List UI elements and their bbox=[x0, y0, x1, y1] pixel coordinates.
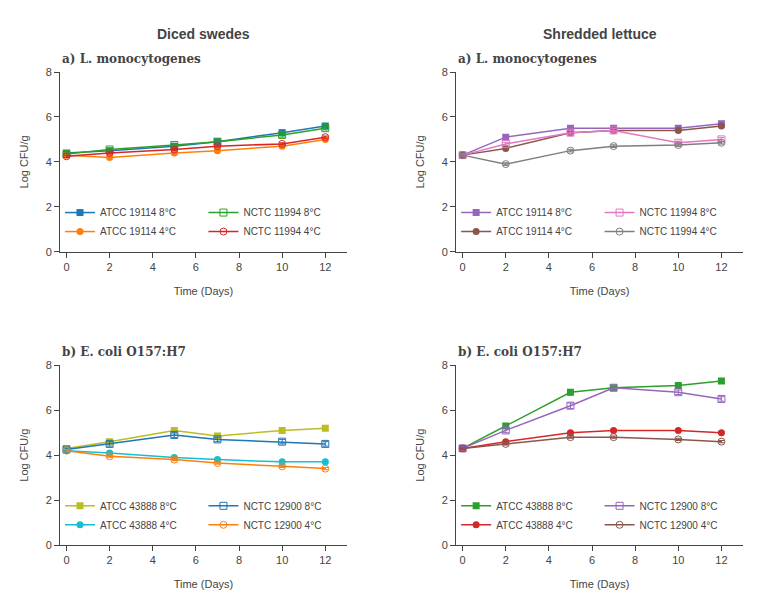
svg-text:8: 8 bbox=[236, 554, 242, 566]
svg-text:0: 0 bbox=[63, 554, 69, 566]
svg-text:2: 2 bbox=[46, 494, 52, 506]
svg-text:6: 6 bbox=[193, 554, 199, 566]
svg-text:2: 2 bbox=[46, 201, 52, 213]
svg-text:ATCC 43888 8°C: ATCC 43888 8°C bbox=[496, 501, 573, 512]
svg-text:12: 12 bbox=[715, 261, 727, 273]
svg-text:0: 0 bbox=[63, 261, 69, 273]
svg-text:ATCC 19114 8°C: ATCC 19114 8°C bbox=[100, 207, 176, 218]
svg-text:10: 10 bbox=[672, 554, 684, 566]
svg-text:2: 2 bbox=[503, 554, 509, 566]
svg-text:12: 12 bbox=[715, 554, 727, 566]
svg-text:8: 8 bbox=[442, 66, 448, 78]
svg-text:Time (Days): Time (Days) bbox=[570, 285, 629, 297]
svg-text:Time (Days): Time (Days) bbox=[174, 578, 233, 590]
svg-text:a) L. monocytogenes: a) L. monocytogenes bbox=[62, 52, 201, 66]
svg-text:ATCC 19114 4°C: ATCC 19114 4°C bbox=[496, 226, 572, 237]
svg-text:4: 4 bbox=[150, 554, 156, 566]
svg-text:0: 0 bbox=[460, 261, 466, 273]
svg-text:Diced swedes: Diced swedes bbox=[157, 26, 250, 42]
svg-text:6: 6 bbox=[589, 261, 595, 273]
svg-text:4: 4 bbox=[546, 554, 552, 566]
svg-text:10: 10 bbox=[276, 261, 288, 273]
svg-text:4: 4 bbox=[442, 156, 448, 168]
svg-text:ATCC 43888 4°C: ATCC 43888 4°C bbox=[100, 520, 177, 531]
svg-text:6: 6 bbox=[46, 111, 52, 123]
svg-text:2: 2 bbox=[503, 261, 509, 273]
svg-text:NCTC 11994 8°C: NCTC 11994 8°C bbox=[243, 207, 320, 218]
svg-text:Time (Days): Time (Days) bbox=[570, 578, 629, 590]
svg-text:Log CFU/g: Log CFU/g bbox=[18, 429, 30, 482]
svg-text:8: 8 bbox=[46, 359, 52, 371]
svg-text:b) E. coli O157:H7: b) E. coli O157:H7 bbox=[458, 345, 582, 359]
svg-text:Log CFU/g: Log CFU/g bbox=[414, 135, 426, 188]
svg-text:0: 0 bbox=[442, 246, 448, 258]
svg-text:b) E. coli O157:H7: b) E. coli O157:H7 bbox=[62, 345, 186, 359]
svg-text:a) L. monocytogenes: a) L. monocytogenes bbox=[458, 52, 597, 66]
svg-text:6: 6 bbox=[442, 111, 448, 123]
svg-text:NCTC 12900 4°C: NCTC 12900 4°C bbox=[640, 520, 718, 531]
svg-text:Log CFU/g: Log CFU/g bbox=[414, 429, 426, 482]
svg-text:12: 12 bbox=[319, 261, 331, 273]
svg-text:Shredded lettuce: Shredded lettuce bbox=[543, 26, 657, 42]
svg-text:8: 8 bbox=[632, 261, 638, 273]
svg-text:2: 2 bbox=[107, 261, 113, 273]
svg-text:0: 0 bbox=[46, 539, 52, 551]
svg-text:Time (Days): Time (Days) bbox=[174, 285, 233, 297]
svg-text:Log CFU/g: Log CFU/g bbox=[18, 135, 30, 188]
svg-text:6: 6 bbox=[46, 404, 52, 416]
svg-text:0: 0 bbox=[442, 539, 448, 551]
svg-text:6: 6 bbox=[442, 404, 448, 416]
svg-text:4: 4 bbox=[546, 261, 552, 273]
svg-text:10: 10 bbox=[672, 261, 684, 273]
svg-text:10: 10 bbox=[276, 554, 288, 566]
svg-text:2: 2 bbox=[107, 554, 113, 566]
svg-text:NCTC 11994 8°C: NCTC 11994 8°C bbox=[640, 207, 717, 218]
svg-text:4: 4 bbox=[46, 449, 52, 461]
svg-text:ATCC 19114 4°C: ATCC 19114 4°C bbox=[100, 226, 176, 237]
svg-text:2: 2 bbox=[442, 494, 448, 506]
svg-text:8: 8 bbox=[46, 66, 52, 78]
svg-text:4: 4 bbox=[150, 261, 156, 273]
svg-text:8: 8 bbox=[442, 359, 448, 371]
svg-text:4: 4 bbox=[46, 156, 52, 168]
svg-text:ATCC 19114 8°C: ATCC 19114 8°C bbox=[496, 207, 572, 218]
svg-text:0: 0 bbox=[46, 246, 52, 258]
svg-text:0: 0 bbox=[460, 554, 466, 566]
svg-text:8: 8 bbox=[236, 261, 242, 273]
svg-text:8: 8 bbox=[632, 554, 638, 566]
svg-text:NCTC 11994 4°C: NCTC 11994 4°C bbox=[243, 226, 320, 237]
svg-text:6: 6 bbox=[193, 261, 199, 273]
svg-text:ATCC 43888 4°C: ATCC 43888 4°C bbox=[496, 520, 573, 531]
svg-text:NCTC 11994 4°C: NCTC 11994 4°C bbox=[640, 226, 717, 237]
svg-text:NCTC 12900 8°C: NCTC 12900 8°C bbox=[640, 501, 718, 512]
svg-text:2: 2 bbox=[442, 201, 448, 213]
svg-text:4: 4 bbox=[442, 449, 448, 461]
svg-text:ATCC 43888 8°C: ATCC 43888 8°C bbox=[100, 501, 177, 512]
svg-text:NCTC 12900 4°C: NCTC 12900 4°C bbox=[243, 520, 321, 531]
svg-text:NCTC 12900 8°C: NCTC 12900 8°C bbox=[243, 501, 321, 512]
svg-text:12: 12 bbox=[319, 554, 331, 566]
svg-text:6: 6 bbox=[589, 554, 595, 566]
